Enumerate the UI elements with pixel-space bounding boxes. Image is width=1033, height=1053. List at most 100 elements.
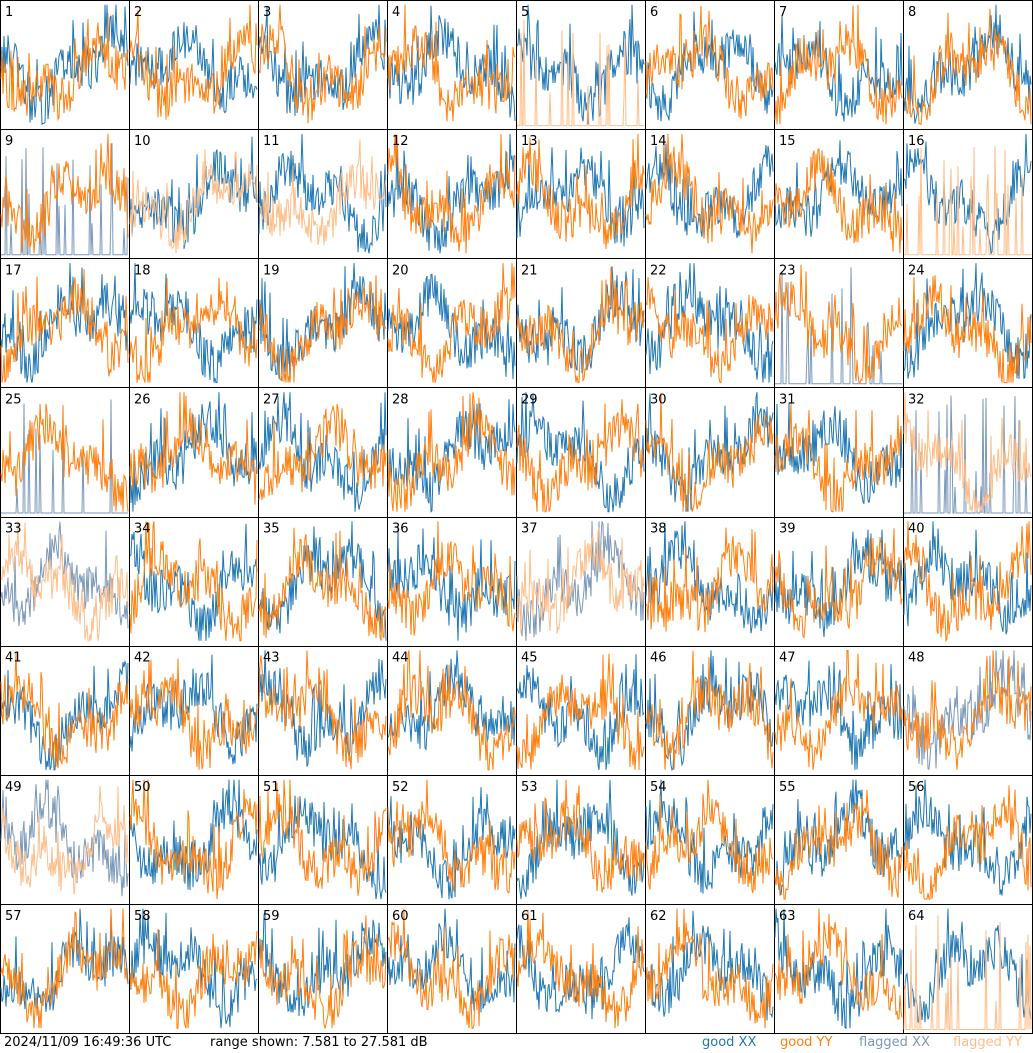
panel-32: 32 xyxy=(903,392,1032,514)
panel-label: 16 xyxy=(908,134,925,149)
panel-label: 46 xyxy=(650,651,667,666)
panel-label: 49 xyxy=(5,780,22,795)
series-xx xyxy=(903,779,1032,896)
panel-14: 14 xyxy=(645,133,774,254)
series-yy xyxy=(387,263,516,383)
panel-55: 55 xyxy=(774,779,903,900)
panel-label: 31 xyxy=(779,392,796,407)
panel-label: 52 xyxy=(392,780,409,795)
panel-44: 44 xyxy=(387,650,516,771)
series-xx xyxy=(129,779,258,891)
series-yy xyxy=(258,779,387,896)
series-yy xyxy=(774,148,903,254)
panel-label: 3 xyxy=(263,5,271,20)
panel-4: 4 xyxy=(387,4,516,122)
panel-7: 7 xyxy=(774,4,903,125)
series-yy xyxy=(774,264,903,384)
series-xx xyxy=(258,795,387,900)
series-yy xyxy=(387,133,516,254)
panel-label: 55 xyxy=(779,780,796,795)
series-yy xyxy=(129,277,258,383)
series-yy xyxy=(903,521,1032,643)
series-xx xyxy=(516,779,645,900)
panel-12: 12 xyxy=(387,133,516,254)
series-xx xyxy=(645,779,774,894)
series-yy xyxy=(774,402,903,513)
series-yy xyxy=(129,392,258,505)
panel-label: 47 xyxy=(779,651,796,666)
series-yy xyxy=(0,651,129,769)
series-yy xyxy=(129,928,258,1029)
series-xx xyxy=(258,263,387,383)
panel-38: 38 xyxy=(645,521,774,634)
panel-label: 18 xyxy=(134,263,151,278)
series-xx xyxy=(387,5,516,122)
series-yy xyxy=(516,779,645,893)
panel-61: 61 xyxy=(516,909,645,1029)
series-yy xyxy=(645,527,774,633)
series-xx xyxy=(903,133,1032,255)
series-yy xyxy=(516,399,645,513)
panel-label: 23 xyxy=(779,263,796,278)
series-yy xyxy=(387,4,516,122)
panel-52: 52 xyxy=(387,779,516,900)
panel-label: 59 xyxy=(263,909,280,924)
panel-36: 36 xyxy=(387,521,516,641)
panel-label: 10 xyxy=(134,134,151,149)
panel-39: 39 xyxy=(774,522,903,639)
panel-3: 3 xyxy=(258,4,387,124)
series-yy xyxy=(0,133,129,254)
panel-label: 64 xyxy=(908,909,925,924)
panel-63: 63 xyxy=(774,908,903,1030)
panel-35: 35 xyxy=(258,521,387,641)
series-yy xyxy=(516,527,645,634)
panel-label: 38 xyxy=(650,522,667,537)
legend-flagged-xx: flagged XX xyxy=(859,1035,930,1050)
series-yy xyxy=(0,908,129,1029)
series-yy xyxy=(258,403,387,501)
panel-29: 29 xyxy=(516,392,645,513)
panel-label: 27 xyxy=(263,392,280,407)
panel-label: 5 xyxy=(521,5,529,20)
legend-flagged-yy: flagged YY xyxy=(953,1035,1022,1050)
series-yy xyxy=(129,148,258,254)
series-yy xyxy=(387,650,516,771)
series-yy xyxy=(0,521,129,642)
panel-42: 42 xyxy=(129,651,258,770)
series-yy xyxy=(0,403,129,512)
panel-34: 34 xyxy=(129,521,258,642)
panel-31: 31 xyxy=(774,392,903,513)
series-xx xyxy=(904,395,1031,514)
panel-28: 28 xyxy=(387,392,516,513)
series-xx xyxy=(774,140,903,237)
series-xx xyxy=(903,521,1032,635)
panel-62: 62 xyxy=(645,908,774,1029)
series-xx xyxy=(516,4,645,125)
panel-label: 30 xyxy=(650,392,667,407)
series-yy xyxy=(387,392,516,512)
panel-18: 18 xyxy=(129,263,258,384)
panel-label: 62 xyxy=(650,909,667,924)
series-xx xyxy=(0,4,129,126)
panel-label: 20 xyxy=(392,263,409,278)
series-xx xyxy=(258,650,387,767)
panel-label: 45 xyxy=(521,651,538,666)
series-yy xyxy=(903,275,1032,384)
panel-11: 11 xyxy=(258,133,387,254)
panel-64: 64 xyxy=(903,908,1032,1030)
panel-37: 37 xyxy=(516,521,645,641)
panel-label: 12 xyxy=(392,134,409,149)
panel-label: 60 xyxy=(392,909,409,924)
series-yy xyxy=(645,908,774,1029)
panel-43: 43 xyxy=(258,650,387,770)
panel-10: 10 xyxy=(129,134,258,254)
series-yy xyxy=(645,650,774,770)
panel-58: 58 xyxy=(129,908,258,1029)
panel-label: 21 xyxy=(521,263,538,278)
series-yy xyxy=(516,133,645,250)
series-yy xyxy=(645,277,774,384)
series-xx xyxy=(129,908,258,1029)
panel-label: 56 xyxy=(908,780,925,795)
panel-49: 49 xyxy=(0,779,129,897)
